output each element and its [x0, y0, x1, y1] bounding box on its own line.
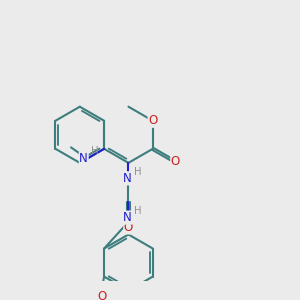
Text: O: O	[148, 114, 158, 127]
Text: O: O	[124, 221, 133, 234]
Text: O: O	[171, 155, 180, 168]
Text: O: O	[97, 290, 106, 300]
Text: N: N	[123, 172, 131, 185]
Text: H: H	[134, 206, 141, 216]
Text: N: N	[80, 152, 88, 165]
Text: H: H	[91, 146, 98, 156]
Text: H: H	[134, 167, 141, 177]
Text: N: N	[123, 211, 131, 224]
